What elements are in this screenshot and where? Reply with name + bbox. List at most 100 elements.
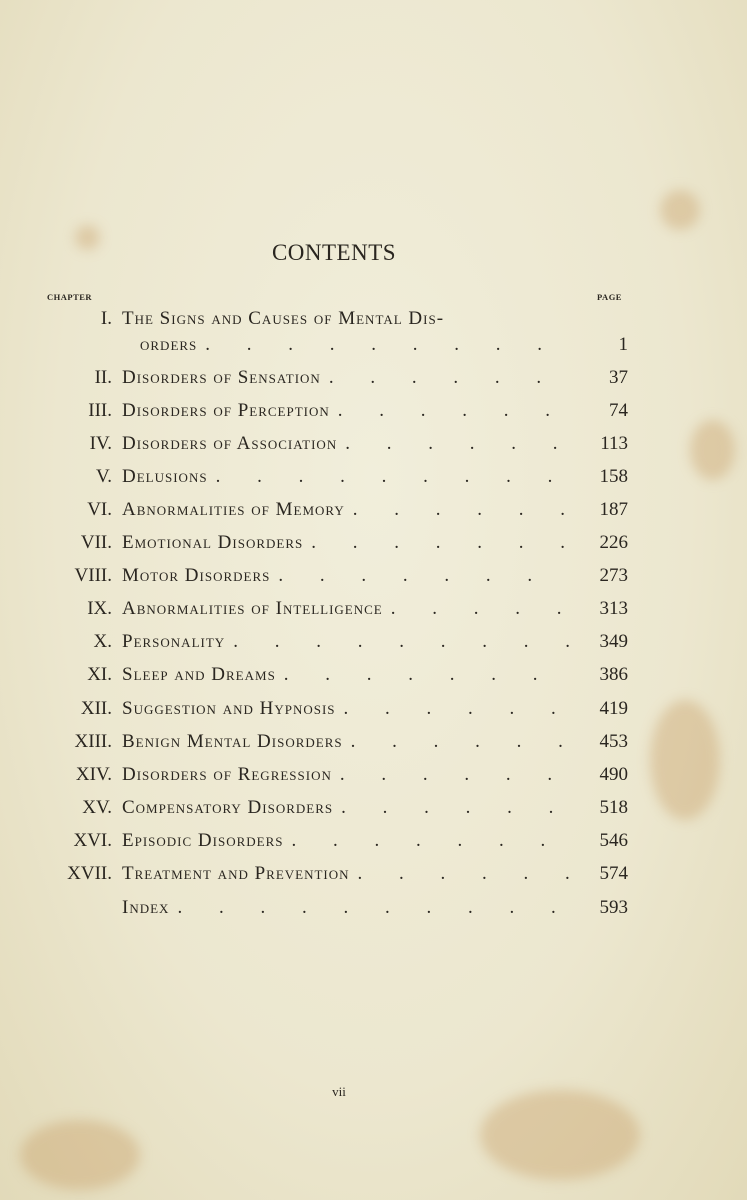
chapter-title: Benign Mental Disorders — [122, 731, 570, 753]
toc-entry: I. The Signs and Causes of Mental Dis- — [0, 308, 640, 338]
chapter-title: Suggestion and Hypnosis — [122, 698, 570, 720]
paper-stain — [650, 700, 720, 820]
dot-leader — [345, 499, 570, 521]
toc-entry: III. Disorders of Perception 74 — [0, 400, 640, 430]
page-ref: 313 — [599, 598, 629, 619]
chapter-numeral: VII. — [80, 532, 112, 553]
chapter-numeral: III. — [88, 400, 112, 421]
toc-entry: XV. Compensatory Disorders 518 — [0, 797, 640, 827]
page-ref: 1 — [618, 334, 629, 355]
chapter-numeral: VIII. — [74, 565, 112, 586]
chapter-numeral: II. — [94, 367, 112, 388]
chapter-title: Sleep and Dreams — [122, 664, 570, 686]
chapter-numeral: XVI. — [73, 830, 112, 851]
toc-entry: VII. Emotional Disorders 226 — [0, 532, 640, 562]
toc-entry: XII. Suggestion and Hypnosis 419 — [0, 698, 640, 728]
chapter-title: Disorders of Perception — [122, 400, 570, 422]
toc-entry: XVI. Episodic Disorders 546 — [0, 830, 640, 860]
chapter-title: Personality — [122, 631, 570, 653]
page-ref: 453 — [599, 731, 629, 752]
chapter-title: Episodic Disorders — [122, 830, 570, 852]
toc-entry: VI. Abnormalities of Memory 187 — [0, 499, 640, 529]
dot-leader — [225, 631, 570, 653]
page-ref: 546 — [599, 830, 629, 851]
chapter-title: Abnormalities of Memory — [122, 499, 570, 521]
dot-leader — [337, 433, 570, 455]
toc-entry: X. Personality 349 — [0, 631, 640, 661]
page-ref: 37 — [609, 367, 628, 388]
chapter-column-header: CHAPTER — [47, 292, 93, 302]
page-ref: 419 — [599, 698, 629, 719]
page-ref: 187 — [599, 499, 629, 520]
page-ref: 386 — [599, 664, 629, 685]
dot-leader — [333, 797, 570, 819]
chapter-numeral: XV. — [82, 797, 112, 818]
toc-entry: XIV. Disorders of Regression 490 — [0, 764, 640, 794]
dot-leader — [350, 863, 570, 885]
chapter-numeral: IX. — [87, 598, 112, 619]
dot-leader — [332, 764, 570, 786]
chapter-title: Disorders of Association — [122, 433, 570, 455]
dot-leader — [336, 698, 570, 720]
paper-stain — [20, 1120, 140, 1190]
chapter-title: Disorders of Sensation — [122, 367, 570, 389]
chapter-numeral: XIV. — [75, 764, 112, 785]
chapter-numeral: I. — [100, 308, 112, 329]
toc-entry: V. Delusions 158 — [0, 466, 640, 496]
page-ref: 113 — [600, 433, 628, 454]
chapter-title: Abnormalities of Intelligence — [122, 598, 570, 620]
chapter-numeral: IV. — [89, 433, 112, 454]
paper-stain — [660, 190, 700, 230]
chapter-numeral: XIII. — [74, 731, 112, 752]
page-ref: 574 — [599, 863, 629, 884]
toc-entry: VIII. Motor Disorders 273 — [0, 565, 640, 595]
paper-stain — [480, 1090, 640, 1180]
chapter-title-continuation: orders — [140, 334, 570, 356]
chapter-title: The Signs and Causes of Mental Dis- — [122, 308, 445, 329]
dot-leader — [321, 367, 570, 389]
chapter-numeral: XII. — [80, 698, 112, 719]
chapter-numeral: XVII. — [67, 863, 112, 884]
page-ref: 226 — [599, 532, 629, 553]
chapter-title: Compensatory Disorders — [122, 797, 570, 819]
chapter-title: Index — [122, 897, 570, 919]
dot-leader — [343, 731, 570, 753]
dot-leader — [197, 334, 570, 356]
toc-entry: XI. Sleep and Dreams 386 — [0, 664, 640, 694]
chapter-numeral: V. — [95, 466, 112, 487]
page-ref: 518 — [599, 797, 629, 818]
toc-entry: IX. Abnormalities of Intelligence 313 — [0, 598, 640, 628]
page-ref: 74 — [609, 400, 628, 421]
page-number: vii — [332, 1084, 346, 1099]
chapter-numeral: X. — [93, 631, 112, 652]
dot-leader — [270, 565, 570, 587]
toc-entry: Index 593 — [0, 897, 640, 927]
page-column-header: PAGE — [597, 292, 622, 302]
dot-leader — [330, 400, 570, 422]
toc-entry: IV. Disorders of Association 113 — [0, 433, 640, 463]
toc-entry: XVII. Treatment and Prevention 574 — [0, 863, 640, 893]
page-ref: 273 — [599, 565, 629, 586]
page-ref: 490 — [599, 764, 629, 785]
dot-leader — [284, 830, 571, 852]
toc-entry: II. Disorders of Sensation 37 — [0, 367, 640, 397]
dot-leader — [208, 466, 570, 488]
chapter-numeral: VI. — [87, 499, 112, 520]
toc-entry-continuation: orders 1 — [0, 334, 640, 364]
chapter-title: Emotional Disorders — [122, 532, 570, 554]
dot-leader — [276, 664, 570, 686]
dot-leader — [303, 532, 570, 554]
dot-leader — [383, 598, 570, 620]
chapter-title: Motor Disorders — [122, 565, 570, 587]
chapter-title: Treatment and Prevention — [122, 863, 570, 885]
page-ref: 158 — [599, 466, 629, 487]
page-ref: 349 — [599, 631, 629, 652]
chapter-title: Delusions — [122, 466, 570, 488]
paper-stain — [75, 225, 100, 250]
page-title: CONTENTS — [271, 240, 397, 265]
toc-entry: XIII. Benign Mental Disorders 453 — [0, 731, 640, 761]
paper-stain — [690, 420, 735, 480]
chapter-numeral: XI. — [87, 664, 112, 685]
chapter-title: Disorders of Regression — [122, 764, 570, 786]
dot-leader — [169, 897, 570, 919]
